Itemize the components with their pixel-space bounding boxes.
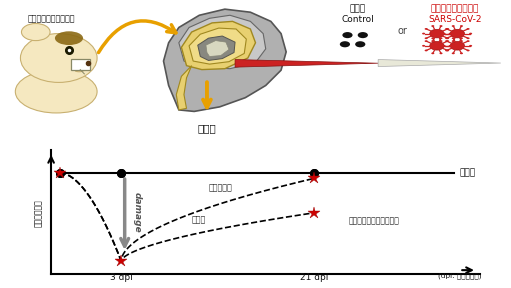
Polygon shape	[235, 60, 378, 67]
Text: 新型コロナウイルス: 新型コロナウイルス	[431, 5, 479, 14]
Circle shape	[430, 29, 444, 38]
Polygon shape	[179, 15, 266, 69]
Text: 喗上皮: 喗上皮	[198, 124, 216, 134]
Circle shape	[452, 40, 455, 42]
Circle shape	[425, 28, 428, 30]
Circle shape	[460, 52, 463, 54]
Circle shape	[443, 33, 446, 35]
Text: ゴールデンハムスター: ゴールデンハムスター	[28, 14, 75, 23]
Circle shape	[460, 40, 463, 42]
Circle shape	[425, 50, 428, 51]
Polygon shape	[164, 9, 286, 111]
Circle shape	[425, 37, 428, 39]
Circle shape	[358, 32, 368, 38]
Text: damage: damage	[132, 192, 142, 233]
Circle shape	[449, 33, 452, 35]
Circle shape	[439, 40, 443, 42]
Text: (dpi: 感染後日数): (dpi: 感染後日数)	[437, 273, 481, 279]
Circle shape	[439, 37, 443, 39]
Polygon shape	[378, 60, 501, 67]
Circle shape	[431, 52, 434, 54]
Circle shape	[425, 40, 428, 42]
Polygon shape	[176, 66, 192, 110]
Text: Control: Control	[341, 15, 374, 24]
Circle shape	[445, 50, 448, 51]
Circle shape	[450, 29, 464, 38]
Circle shape	[445, 28, 448, 30]
Circle shape	[430, 41, 444, 50]
Polygon shape	[206, 41, 229, 56]
Circle shape	[460, 25, 463, 27]
Circle shape	[445, 40, 448, 42]
Circle shape	[439, 52, 443, 54]
Text: 内側鼻甲介: 内側鼻甲介	[209, 183, 233, 192]
Circle shape	[342, 32, 353, 38]
Circle shape	[446, 37, 449, 39]
Ellipse shape	[20, 34, 97, 82]
Text: 背側鼻甲介、外側鼻甲介: 背側鼻甲介、外側鼻甲介	[349, 216, 400, 225]
Circle shape	[431, 25, 434, 27]
Ellipse shape	[55, 31, 83, 45]
Text: 対照群: 対照群	[350, 5, 366, 14]
Text: or: or	[398, 26, 408, 35]
Circle shape	[439, 25, 443, 27]
Bar	[71, 59, 90, 70]
Text: 3 dpi: 3 dpi	[110, 273, 132, 282]
Polygon shape	[198, 36, 235, 60]
Circle shape	[446, 40, 449, 42]
Circle shape	[452, 52, 455, 54]
Circle shape	[446, 50, 449, 51]
Circle shape	[450, 41, 464, 50]
Circle shape	[446, 28, 449, 30]
Text: 鼻中隔: 鼻中隔	[191, 215, 205, 224]
Circle shape	[467, 50, 470, 51]
Text: 喗上皮の厚さ: 喗上皮の厚さ	[34, 199, 43, 227]
Circle shape	[469, 33, 472, 35]
Text: 対照群: 対照群	[459, 168, 475, 177]
Circle shape	[445, 37, 448, 39]
Polygon shape	[189, 28, 246, 64]
Ellipse shape	[15, 70, 97, 113]
Circle shape	[460, 37, 463, 39]
Circle shape	[452, 25, 455, 27]
Text: 21 dpi: 21 dpi	[300, 273, 328, 282]
Circle shape	[449, 45, 452, 47]
Circle shape	[340, 41, 350, 47]
Circle shape	[355, 41, 365, 47]
Circle shape	[431, 37, 434, 39]
Circle shape	[422, 45, 425, 47]
Circle shape	[467, 40, 470, 42]
Circle shape	[467, 28, 470, 30]
Circle shape	[443, 45, 446, 47]
Circle shape	[431, 40, 434, 42]
Circle shape	[452, 37, 455, 39]
Circle shape	[467, 37, 470, 39]
Text: SARS-CoV-2: SARS-CoV-2	[428, 15, 481, 24]
Circle shape	[21, 24, 50, 41]
Circle shape	[422, 33, 425, 35]
Polygon shape	[181, 21, 256, 70]
Circle shape	[469, 45, 472, 47]
